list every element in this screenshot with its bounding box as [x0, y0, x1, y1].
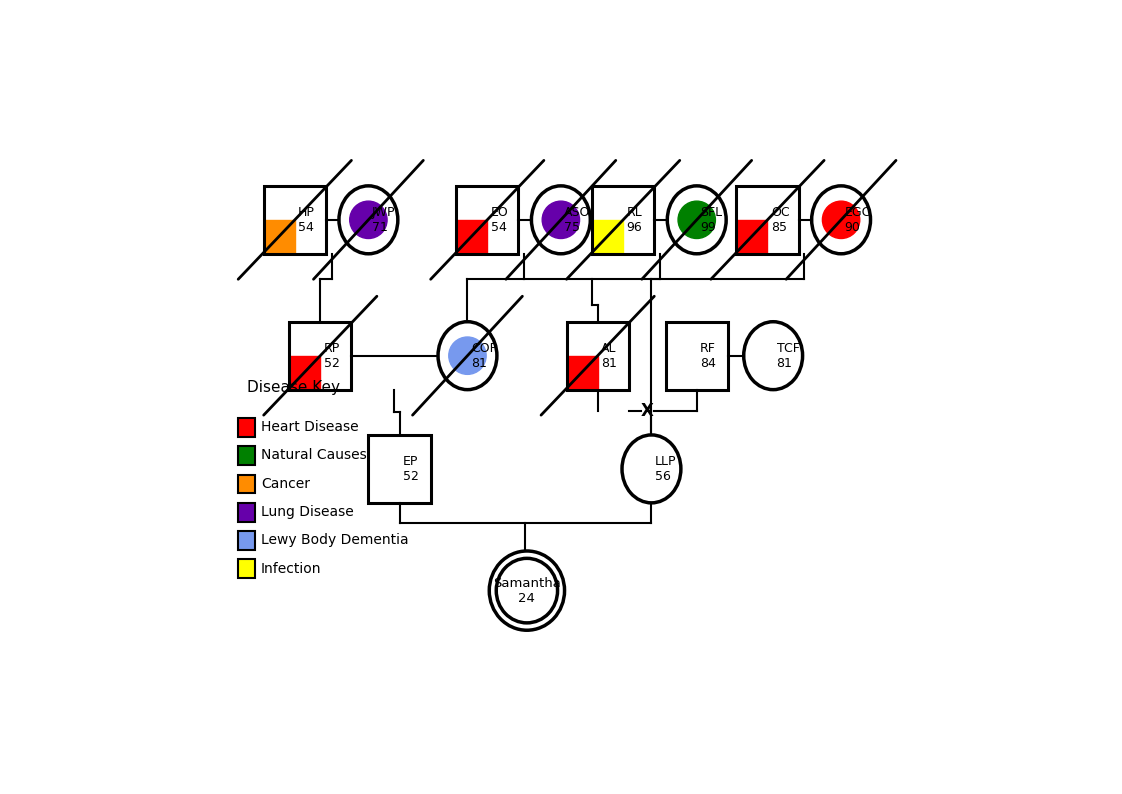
Bar — [238, 446, 255, 465]
Text: AL
81: AL 81 — [601, 341, 617, 370]
Bar — [238, 531, 255, 550]
Text: Natural Causes: Natural Causes — [260, 449, 367, 462]
Text: Cancer: Cancer — [260, 476, 310, 491]
Bar — [567, 322, 628, 390]
Bar — [289, 356, 320, 390]
Text: Samantha
24: Samantha 24 — [493, 576, 561, 604]
Text: RF
84: RF 84 — [700, 341, 716, 370]
Bar — [238, 475, 255, 493]
Ellipse shape — [542, 201, 580, 238]
Text: Lung Disease: Lung Disease — [260, 505, 353, 519]
Bar — [736, 220, 767, 254]
Text: X: X — [641, 402, 654, 420]
Ellipse shape — [449, 337, 486, 374]
Text: LLP
56: LLP 56 — [655, 455, 677, 483]
Text: JWP
71: JWP 71 — [371, 206, 395, 233]
Text: Heart Disease: Heart Disease — [260, 420, 358, 434]
Bar — [592, 220, 623, 254]
Bar — [665, 322, 728, 390]
Bar — [736, 186, 799, 254]
Ellipse shape — [350, 201, 387, 238]
Bar — [289, 322, 351, 390]
Text: SFL
99: SFL 99 — [700, 206, 723, 233]
Bar — [457, 186, 518, 254]
Text: COP
81: COP 81 — [471, 341, 497, 370]
Text: HP
54: HP 54 — [298, 206, 315, 233]
Text: ASO
75: ASO 75 — [564, 206, 590, 233]
Text: RL
96: RL 96 — [626, 206, 642, 233]
Text: OC
85: OC 85 — [771, 206, 790, 233]
Bar — [368, 435, 431, 503]
Text: EP
52: EP 52 — [403, 455, 419, 483]
Bar — [567, 356, 598, 390]
Bar — [238, 503, 255, 522]
Bar — [264, 220, 295, 254]
Ellipse shape — [822, 201, 859, 238]
Text: EO
54: EO 54 — [490, 206, 508, 233]
Bar — [238, 418, 255, 437]
Bar — [457, 220, 487, 254]
Bar — [592, 186, 654, 254]
Text: EGC
90: EGC 90 — [845, 206, 871, 233]
Bar — [264, 186, 327, 254]
Text: Infection: Infection — [260, 561, 321, 576]
Text: Disease Key: Disease Key — [247, 380, 340, 395]
Text: RP
52: RP 52 — [323, 341, 340, 370]
Text: Lewy Body Dementia: Lewy Body Dementia — [260, 534, 408, 547]
Ellipse shape — [678, 201, 716, 238]
Text: TCF
81: TCF 81 — [776, 341, 800, 370]
Bar — [238, 560, 255, 578]
